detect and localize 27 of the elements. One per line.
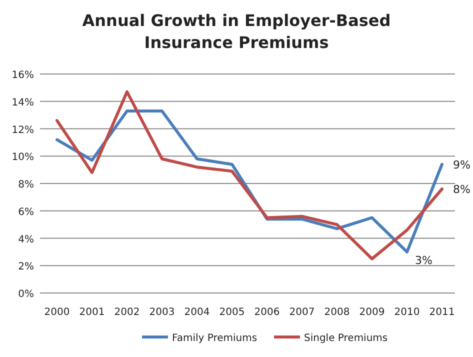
data-label: 3%	[415, 254, 432, 267]
legend-label: Family Premiums	[172, 333, 258, 344]
y-tick-label: 0%	[18, 289, 34, 300]
x-tick-label: 2006	[254, 307, 280, 318]
y-tick-label: 12%	[12, 124, 34, 136]
y-tick-label: 2%	[18, 262, 34, 273]
y-tick-label: 4%	[18, 234, 34, 246]
data-label: 9%	[453, 158, 470, 172]
x-tick-label: 2010	[394, 307, 420, 318]
y-tick-label: 8%	[18, 180, 34, 190]
y-tick-label: 16%	[12, 70, 34, 81]
y-tick-label: 6%	[18, 206, 34, 218]
x-tick-label: 2011	[429, 307, 455, 318]
x-tick-label: 2007	[289, 307, 315, 318]
legend-label: Single Premiums	[304, 333, 388, 344]
x-tick-label: 2005	[219, 307, 245, 318]
x-tick-label: 2004	[184, 307, 210, 318]
data-label: 8%	[453, 182, 470, 196]
x-tick-label: 2000	[44, 307, 70, 318]
y-tick-label: 10%	[12, 152, 34, 164]
x-tick-label: 2008	[324, 307, 350, 318]
chart-title: Annual Growth in Employer-Based Insurance Premiums	[82, 11, 391, 52]
x-tick-label: 2009	[359, 307, 385, 318]
y-tick-label: 14%	[12, 97, 34, 108]
x-tick-label: 2001	[79, 307, 105, 318]
x-tick-label: 2003	[149, 307, 175, 318]
x-tick-label: 2002	[114, 307, 140, 318]
